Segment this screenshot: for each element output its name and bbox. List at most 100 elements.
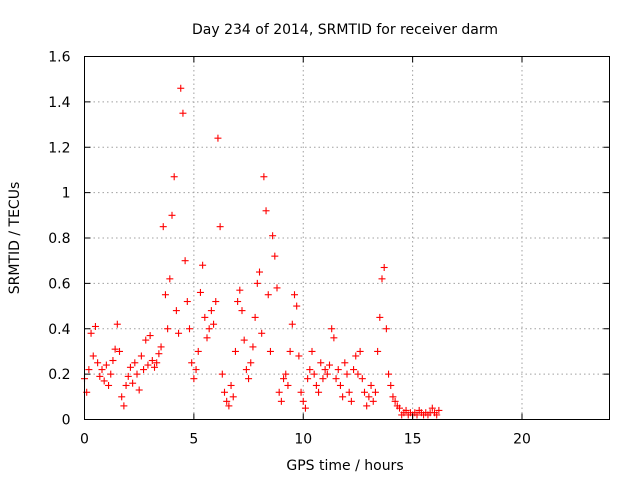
data-point [186, 325, 193, 333]
data-point [387, 381, 395, 389]
data-point [273, 284, 281, 292]
data-point [207, 307, 215, 315]
data-point [266, 347, 274, 355]
data-point [347, 397, 355, 405]
data-point [433, 411, 441, 419]
x-tick-label: 15 [404, 432, 422, 448]
data-point [91, 322, 99, 330]
data-point [297, 388, 305, 396]
data-point [249, 343, 257, 351]
data-point [435, 406, 443, 414]
data-point [196, 288, 204, 296]
data-point [341, 359, 349, 367]
data-point [192, 366, 200, 374]
data-point [345, 388, 353, 396]
data-point [205, 325, 213, 333]
y-tick-label: 0.2 [48, 367, 70, 383]
data-point [319, 375, 327, 383]
data-point [356, 347, 364, 355]
data-point [304, 375, 312, 383]
data-point [269, 232, 277, 240]
data-point [96, 372, 104, 380]
data-point [144, 361, 152, 369]
data-point [181, 257, 189, 265]
data-point [201, 313, 209, 321]
y-tick-label: 1.2 [48, 140, 70, 156]
data-point [328, 325, 336, 333]
data-point [385, 370, 393, 378]
data-point [210, 320, 218, 328]
data-point [245, 375, 253, 383]
data-point [161, 291, 169, 299]
data-point [105, 381, 113, 389]
data-point [363, 402, 371, 410]
x-tick-label: 5 [189, 432, 198, 448]
data-point [234, 298, 242, 306]
y-tick-label: 0.6 [48, 276, 70, 292]
data-point [334, 366, 342, 374]
data-point [194, 347, 202, 355]
data-point [87, 329, 95, 337]
data-point [166, 275, 174, 283]
data-point [280, 375, 288, 383]
data-point [155, 350, 163, 358]
data-point [251, 313, 259, 321]
x-axis-label: GPS time / hours [286, 458, 403, 474]
y-tick-label: 1.6 [48, 50, 70, 66]
data-point [361, 388, 368, 396]
data-point [153, 359, 161, 367]
data-point [216, 223, 224, 231]
data-point [236, 286, 244, 294]
data-point [89, 352, 97, 360]
data-point [382, 325, 390, 333]
data-point [177, 84, 185, 92]
data-point [369, 397, 377, 405]
chart-title: Day 234 of 2014, SRMTID for receiver dar… [192, 22, 498, 38]
y-tick-label: 1.4 [48, 95, 70, 111]
data-point [227, 381, 235, 389]
data-point [350, 366, 358, 374]
data-point [238, 307, 246, 315]
data-point [116, 347, 123, 355]
data-point [142, 336, 150, 344]
data-point [256, 268, 263, 276]
points-layer [81, 84, 443, 419]
data-point [326, 361, 333, 369]
data-point [378, 275, 386, 283]
data-point [111, 345, 119, 353]
y-tick-label: 0.4 [48, 322, 70, 338]
data-point [306, 366, 314, 374]
data-point [365, 393, 373, 401]
data-point [288, 320, 296, 328]
data-point [321, 366, 329, 374]
data-point [413, 411, 421, 419]
data-point [317, 359, 325, 367]
data-point [146, 332, 154, 340]
data-point [172, 307, 180, 315]
data-point [183, 298, 191, 306]
data-point [260, 173, 268, 181]
data-point [262, 207, 270, 215]
data-point [100, 377, 108, 385]
data-point [358, 375, 366, 383]
data-point [118, 393, 126, 401]
data-point [312, 381, 320, 389]
y-tick-label: 0 [62, 413, 71, 429]
data-point [102, 361, 110, 369]
y-tick-label: 1 [62, 186, 71, 202]
data-point [301, 404, 309, 412]
data-point [98, 366, 106, 374]
data-point [157, 343, 165, 351]
data-point [402, 406, 410, 414]
data-point [131, 359, 139, 367]
data-point [284, 381, 292, 389]
data-point [223, 397, 231, 405]
data-point [295, 352, 303, 360]
data-point [323, 370, 331, 378]
data-point [367, 381, 375, 389]
data-point [374, 347, 382, 355]
data-point [124, 372, 132, 380]
data-point [122, 381, 130, 389]
data-point [175, 329, 183, 337]
